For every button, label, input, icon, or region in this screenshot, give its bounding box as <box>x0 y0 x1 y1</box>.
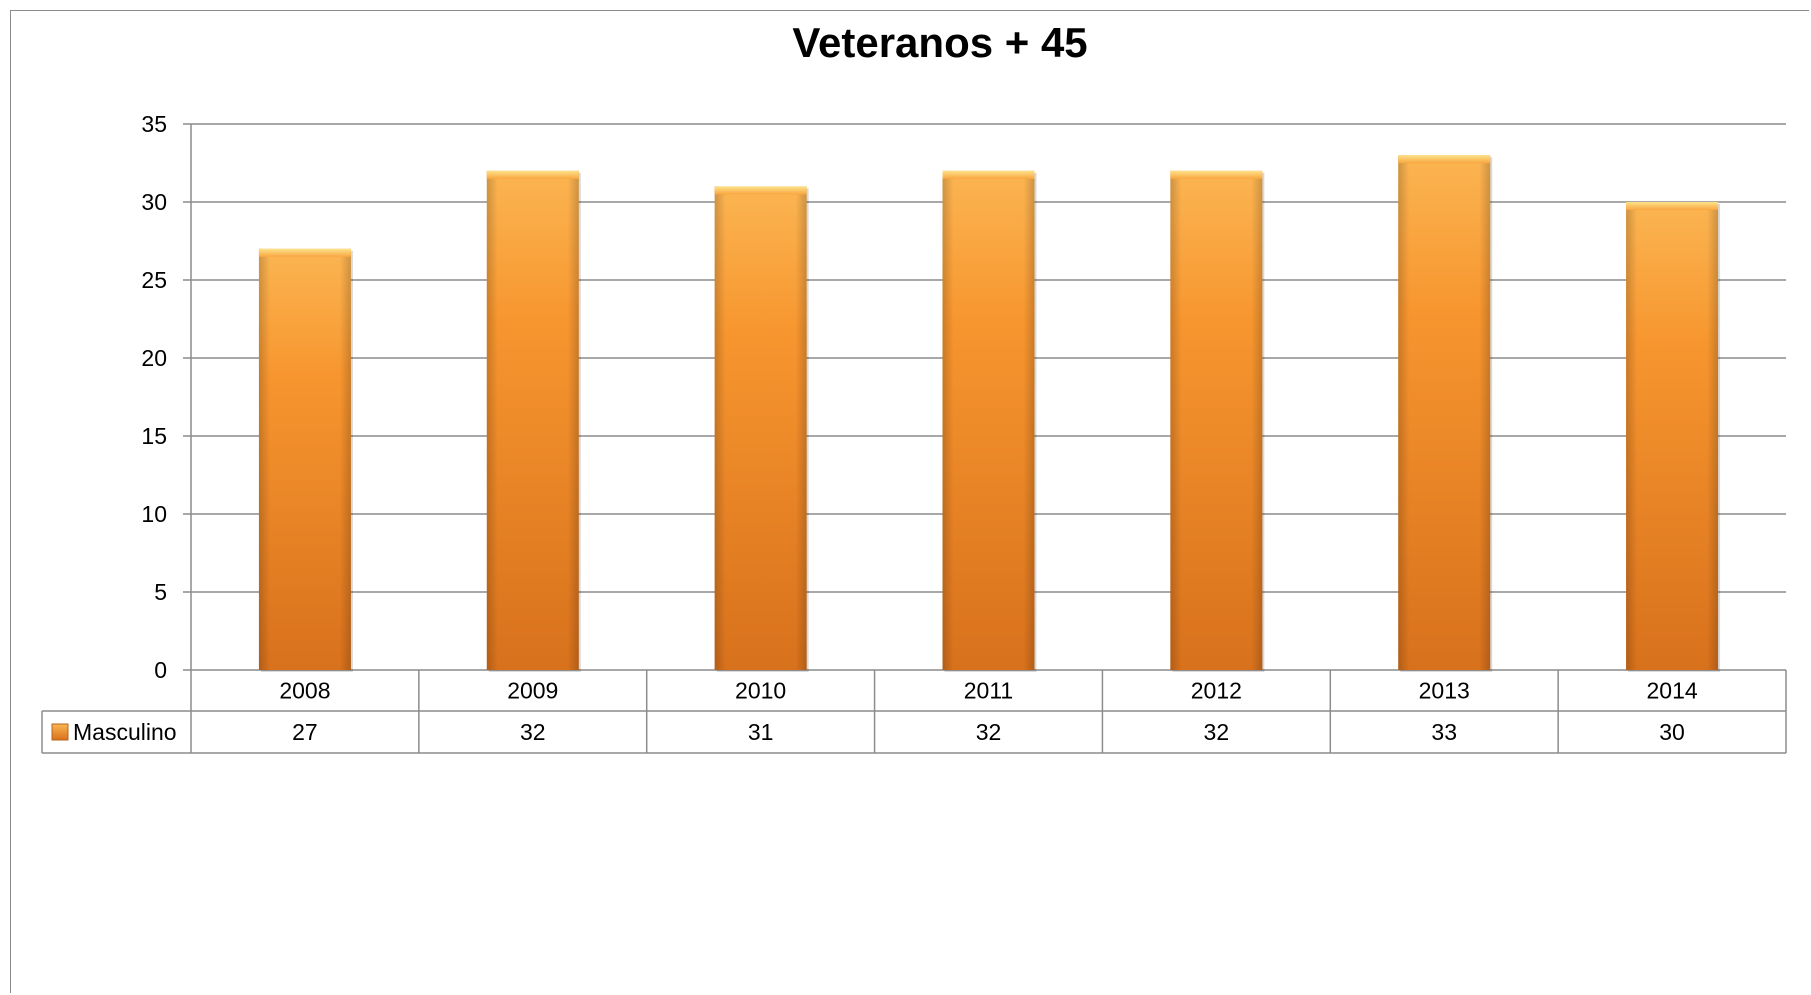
y-tick-label: 0 <box>154 657 167 683</box>
data-label: 32 <box>520 719 546 745</box>
bar-cap <box>1170 170 1263 179</box>
data-label: 30 <box>1659 719 1685 745</box>
x-tick-label: 2012 <box>1191 678 1242 704</box>
chart-title: Veteranos + 45 <box>792 19 1087 66</box>
bar <box>486 170 581 673</box>
bar <box>714 186 809 672</box>
bar <box>1626 202 1721 672</box>
y-tick-label: 20 <box>141 345 167 371</box>
legend-label: Masculino <box>73 719 177 745</box>
y-tick-label: 5 <box>154 579 167 605</box>
bar-bevel <box>258 248 351 671</box>
bar-bevel <box>714 186 807 670</box>
bar-cap <box>942 170 1035 179</box>
bar-bevel <box>942 170 1035 671</box>
bar-cap <box>258 248 351 257</box>
legend-swatch <box>51 723 69 741</box>
bar-bevel <box>1398 155 1491 670</box>
bar-bevel <box>486 170 579 671</box>
y-tick-label: 10 <box>141 501 167 527</box>
bar <box>942 170 1037 673</box>
x-tick-label: 2013 <box>1419 678 1470 704</box>
y-tick-label: 15 <box>141 423 167 449</box>
data-label: 27 <box>292 719 318 745</box>
y-tick-label: 25 <box>141 267 167 293</box>
x-tick-label: 2010 <box>735 678 786 704</box>
y-tick-label: 30 <box>141 189 167 215</box>
x-tick-label: 2014 <box>1646 678 1697 704</box>
bar-bevel <box>1170 170 1263 671</box>
bar <box>258 248 353 673</box>
x-tick-label: 2011 <box>964 678 1013 704</box>
x-tick-label: 2009 <box>507 678 558 704</box>
bar <box>1170 170 1265 673</box>
bar-cap <box>714 186 807 195</box>
bar-cap <box>1626 202 1719 210</box>
bars <box>258 155 1721 673</box>
data-label: 32 <box>976 719 1002 745</box>
data-label: 33 <box>1431 719 1457 745</box>
x-tick-label: 2008 <box>279 678 330 704</box>
bar <box>1398 155 1493 672</box>
chart-frame <box>10 10 1809 993</box>
data-label: 32 <box>1204 719 1230 745</box>
y-tick-label: 35 <box>141 111 167 137</box>
bar-cap <box>1398 155 1491 164</box>
bar-bevel <box>1626 202 1719 670</box>
bar-cap <box>486 170 579 179</box>
data-table: 2008 27 2009 32 2010 31 2011 32 2012 32 2013 33 2014… <box>41 670 1787 754</box>
data-label: 31 <box>748 719 774 745</box>
y-axis-ticks: 0 5 10 15 20 25 30 35 <box>141 111 167 683</box>
